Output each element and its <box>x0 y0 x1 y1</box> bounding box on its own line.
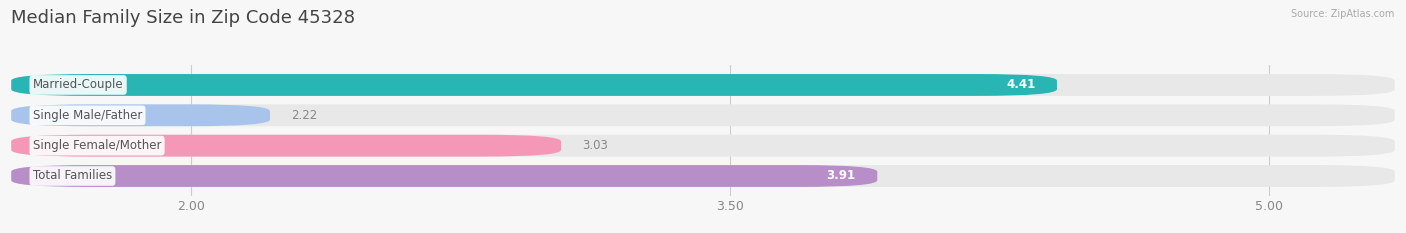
Text: Single Male/Father: Single Male/Father <box>32 109 142 122</box>
Text: Median Family Size in Zip Code 45328: Median Family Size in Zip Code 45328 <box>11 9 356 27</box>
Text: Married-Couple: Married-Couple <box>32 79 124 92</box>
Text: 4.41: 4.41 <box>1007 79 1035 92</box>
FancyBboxPatch shape <box>11 135 561 157</box>
FancyBboxPatch shape <box>11 135 1395 157</box>
Text: Source: ZipAtlas.com: Source: ZipAtlas.com <box>1291 9 1395 19</box>
FancyBboxPatch shape <box>11 74 1057 96</box>
Text: 3.03: 3.03 <box>582 139 609 152</box>
FancyBboxPatch shape <box>11 165 877 187</box>
Text: Total Families: Total Families <box>32 169 112 182</box>
Text: 2.22: 2.22 <box>291 109 318 122</box>
Text: 3.91: 3.91 <box>827 169 856 182</box>
FancyBboxPatch shape <box>11 104 1395 126</box>
FancyBboxPatch shape <box>11 74 1395 96</box>
Text: Single Female/Mother: Single Female/Mother <box>32 139 162 152</box>
FancyBboxPatch shape <box>11 165 1395 187</box>
FancyBboxPatch shape <box>11 104 270 126</box>
